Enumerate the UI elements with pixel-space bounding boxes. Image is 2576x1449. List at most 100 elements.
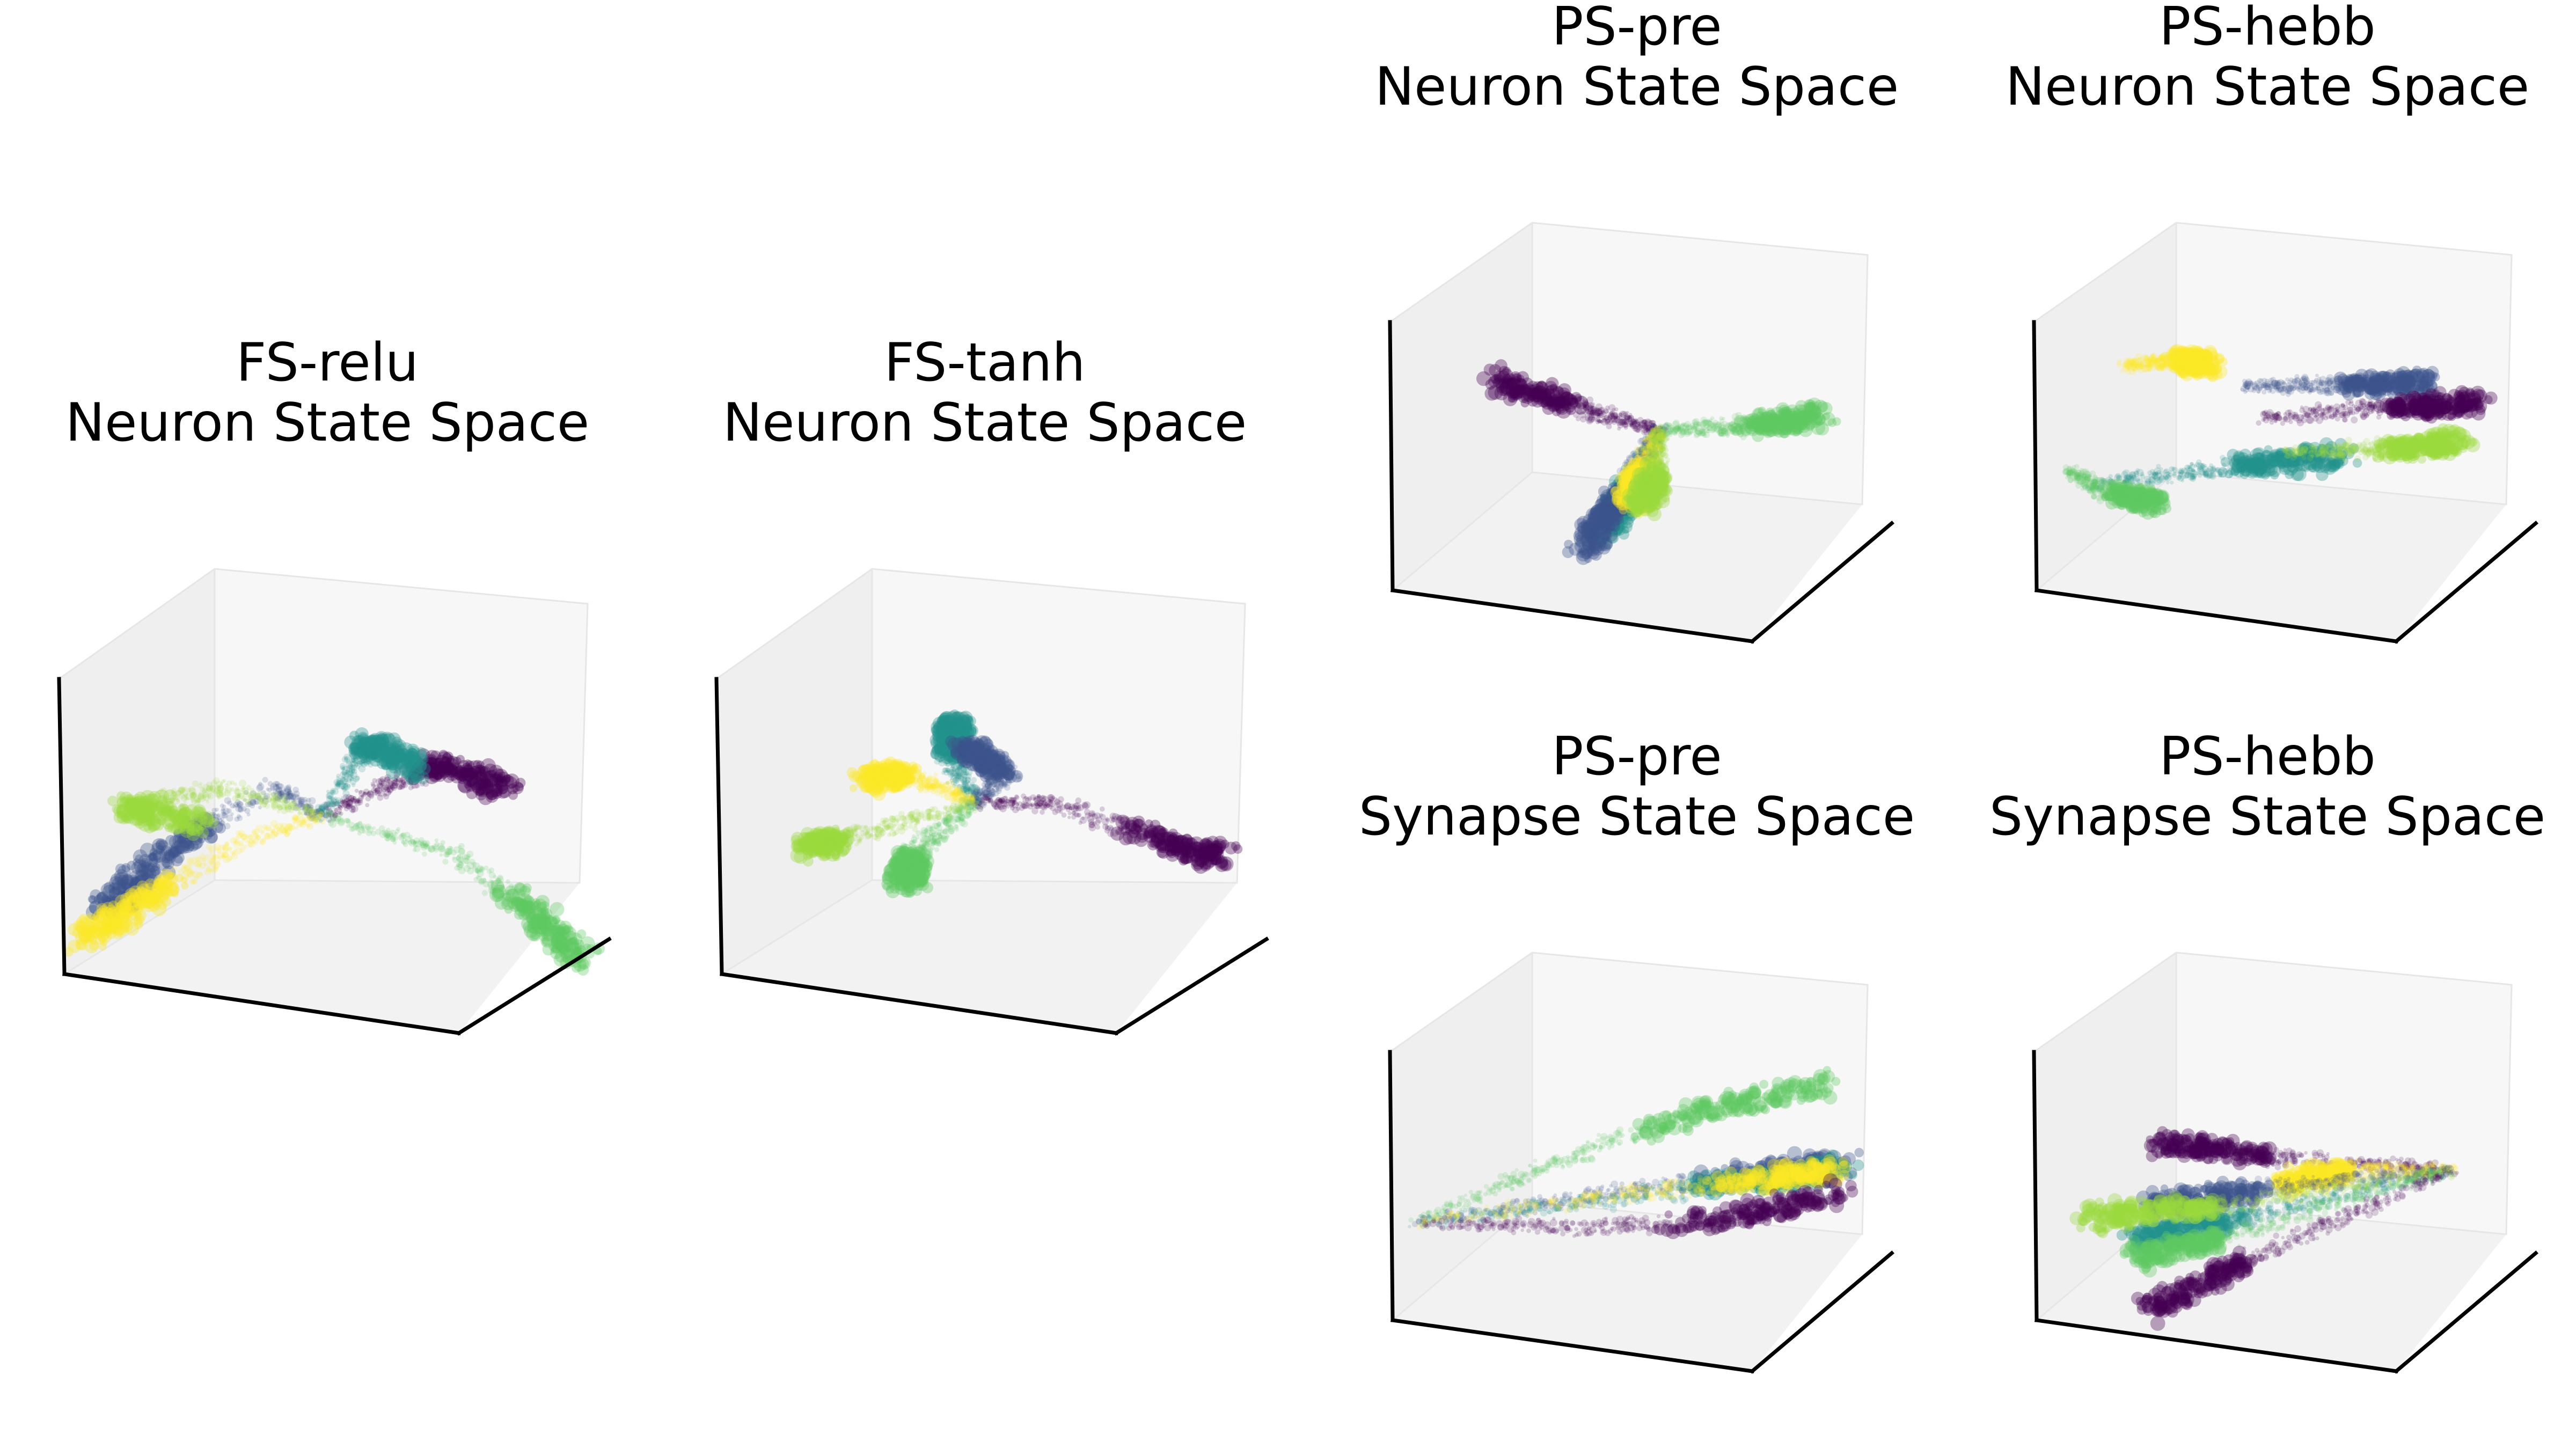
data-point (387, 755, 399, 766)
data-point (196, 822, 206, 832)
data-point (144, 868, 157, 881)
data-point (150, 798, 158, 806)
data-point (318, 814, 322, 818)
data-point (292, 803, 299, 810)
data-point (1104, 824, 1109, 829)
data-point (99, 906, 108, 916)
data-point (145, 874, 159, 888)
data-point (382, 733, 392, 743)
data-point (564, 949, 575, 961)
data-point (414, 770, 421, 778)
data-point (398, 764, 408, 774)
data-point (496, 782, 509, 795)
data-point (1048, 794, 1055, 801)
data-point (230, 780, 235, 785)
data-point (117, 890, 128, 902)
data-point (129, 799, 138, 808)
data-point (327, 813, 332, 817)
data-point (532, 907, 543, 918)
data-point (284, 805, 292, 813)
data-point (281, 807, 288, 815)
data-point (152, 800, 164, 811)
data-point (540, 921, 555, 936)
data-point (209, 852, 217, 860)
data-point (96, 892, 109, 905)
data-point (275, 786, 282, 793)
data-point (360, 823, 367, 830)
data-point (181, 815, 195, 829)
data-point (177, 809, 188, 821)
data-point (386, 765, 401, 780)
data-point (491, 880, 495, 883)
data-point (466, 779, 475, 788)
data-point (181, 829, 192, 840)
data-point (430, 768, 436, 774)
data-point (460, 767, 475, 782)
data-point (382, 753, 390, 762)
data-point (505, 885, 516, 896)
data-point (386, 828, 391, 832)
data-point (363, 745, 372, 755)
data-point (494, 886, 499, 891)
data-point (391, 736, 402, 748)
data-point (443, 851, 450, 858)
data-point (221, 779, 225, 784)
data-point (406, 751, 418, 763)
data-point (464, 764, 472, 772)
data-point (458, 867, 466, 875)
data-point (408, 763, 421, 775)
data-point (126, 813, 134, 822)
data-point (176, 816, 188, 828)
data-point (167, 846, 179, 858)
data-point (319, 805, 323, 809)
data-point (423, 753, 438, 768)
data-point (370, 781, 376, 787)
data-point (361, 825, 365, 829)
data-point (173, 852, 185, 863)
data-point (321, 807, 326, 812)
data-point (335, 797, 342, 804)
data-point (544, 914, 554, 925)
data-point (318, 814, 325, 822)
panel-title: FS-relu Neuron State Space (0, 333, 655, 453)
data-point (1050, 806, 1056, 811)
data-point (427, 771, 430, 775)
data-point (490, 880, 494, 884)
data-point (466, 861, 474, 869)
data-point (363, 736, 378, 751)
data-point (130, 803, 139, 812)
data-point (233, 788, 240, 795)
data-point (345, 779, 348, 782)
data-point (226, 780, 232, 786)
data-point (351, 769, 356, 773)
data-point (245, 802, 251, 808)
data-point (580, 936, 595, 952)
data-point (135, 869, 148, 883)
data-point (217, 796, 221, 800)
data-point (339, 818, 344, 823)
data-point (167, 822, 179, 833)
data-point (961, 780, 969, 788)
data-point (495, 779, 509, 792)
data-point (930, 783, 936, 789)
data-point (478, 766, 489, 777)
data-point (442, 762, 454, 774)
data-point (356, 799, 361, 804)
data-point (420, 755, 429, 764)
data-point (537, 915, 552, 930)
data-point (324, 804, 328, 809)
data-point (1202, 846, 1211, 855)
data-point (127, 797, 136, 807)
data-point (288, 800, 295, 808)
data-point (147, 802, 158, 814)
data-point (415, 749, 428, 762)
data-point (411, 773, 418, 780)
data-point (308, 813, 312, 818)
data-point (162, 807, 171, 815)
data-point (284, 796, 288, 801)
data-point (308, 807, 316, 815)
data-point (141, 868, 153, 881)
data-point (336, 776, 340, 780)
data-point (365, 759, 370, 764)
data-point (497, 774, 506, 783)
